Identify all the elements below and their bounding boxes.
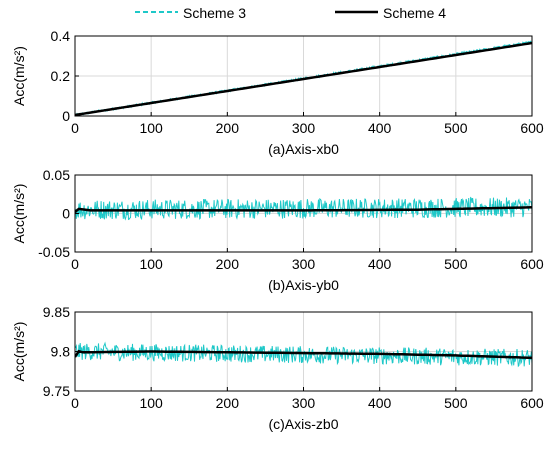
subplot-1: 0 100 200 300 400 500 600 0 0.2 0.4 (a)Axis-xb0 Acc… xyxy=(11,28,544,157)
x-tick-label: 600 xyxy=(520,395,544,411)
x-tick-label: 200 xyxy=(216,256,240,272)
y-axis-label: Acc(m/s²) xyxy=(11,184,27,244)
x-tick-label: 400 xyxy=(368,256,392,272)
legend-label-scheme-4: Scheme 4 xyxy=(383,5,446,21)
y-tick-label: -0.05 xyxy=(38,244,70,260)
x-tick-label: 100 xyxy=(139,395,163,411)
subplot-2: 0 100 200 300 400 500 600-0.0500.05(b)Axis-yb0… xyxy=(11,167,544,293)
y-tick-label: 0.2 xyxy=(51,68,71,84)
subplot-3: 0 100 200 300 400 500 600 9.75 9.8 9.85 (c)Axis-zb… xyxy=(11,304,544,432)
x-tick-label: 400 xyxy=(368,120,392,136)
series-line-scheme-4 xyxy=(75,349,532,360)
x-tick-label: 0 xyxy=(71,120,79,136)
x-tick-label: 500 xyxy=(444,256,468,272)
legend-label-scheme-3: Scheme 3 xyxy=(183,5,246,21)
y-tick-label: 0 xyxy=(62,108,70,124)
x-tick-label: 300 xyxy=(292,120,316,136)
x-tick-label: 400 xyxy=(368,395,392,411)
y-axis-label: Acc(m/s²) xyxy=(11,322,27,382)
x-tick-label: 100 xyxy=(139,256,163,272)
x-tick-label: 600 xyxy=(520,256,544,272)
y-tick-label: 9.75 xyxy=(43,383,70,399)
y-tick-label: 9.85 xyxy=(43,304,70,320)
y-tick-label: 0.4 xyxy=(51,28,71,44)
x-tick-label: 500 xyxy=(444,120,468,136)
series-line-scheme-4 xyxy=(75,41,532,116)
x-tick-label: 0 xyxy=(71,395,79,411)
x-tick-label: 500 xyxy=(444,395,468,411)
y-tick-label: 9.8 xyxy=(51,344,71,360)
y-tick-label: 0.05 xyxy=(43,167,70,183)
series-line-scheme-4 xyxy=(75,206,532,213)
x-tick-label: 0 xyxy=(71,256,79,272)
x-tick-label: 200 xyxy=(216,120,240,136)
x-axis-label: (a)Axis-xb0 xyxy=(268,141,339,157)
x-tick-label: 300 xyxy=(292,256,316,272)
x-tick-label: 200 xyxy=(216,395,240,411)
legend: Scheme 3 Scheme 4 xyxy=(135,5,446,21)
x-tick-label: 100 xyxy=(139,120,163,136)
x-axis-label: (c)Axis-zb0 xyxy=(268,416,338,432)
x-axis-label: (b)Axis-yb0 xyxy=(268,277,339,293)
x-tick-label: 600 xyxy=(520,120,544,136)
x-tick-label: 300 xyxy=(292,395,316,411)
y-axis-label: Acc(m/s²) xyxy=(11,46,27,106)
y-tick-label: 0 xyxy=(62,206,70,222)
